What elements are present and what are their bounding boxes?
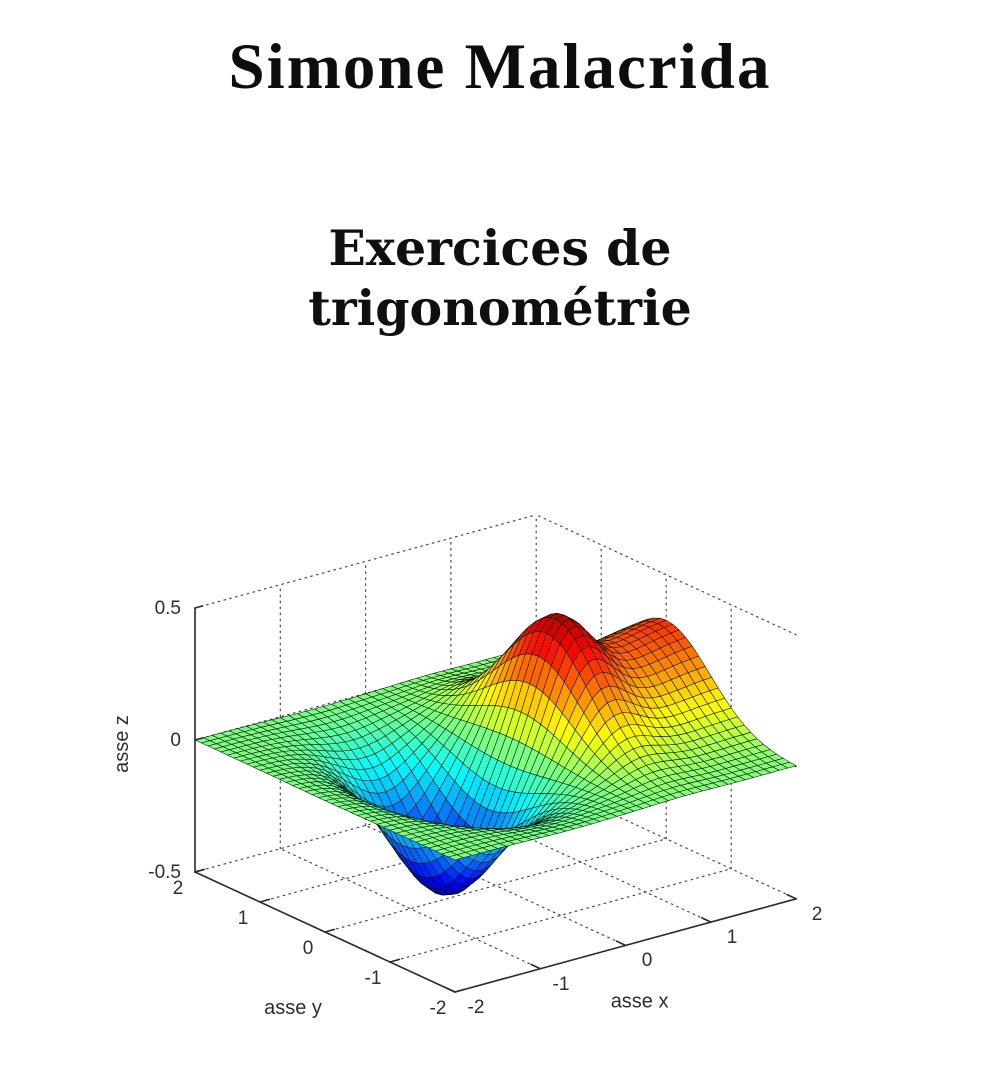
axis-labels: asse x asse y asse z: [111, 715, 669, 1019]
svg-text:-2: -2: [430, 998, 447, 1019]
svg-text:0: 0: [170, 730, 181, 751]
svg-text:1: 1: [238, 908, 249, 929]
x-axis-label: asse x: [611, 990, 669, 1012]
author-name: Simone Malacrida: [228, 31, 772, 103]
svg-text:-1: -1: [553, 974, 570, 995]
surface-mesh: [194, 613, 797, 896]
svg-text:1: 1: [727, 927, 738, 948]
svg-text:-0.5: -0.5: [148, 862, 181, 883]
book-title: Exercices de trigonométrie: [308, 219, 692, 337]
axes: [194, 605, 798, 993]
z-axis-label: asse z: [111, 715, 133, 773]
svg-text:2: 2: [173, 878, 184, 899]
svg-text:-1: -1: [365, 968, 382, 989]
y-axis-label: asse y: [264, 997, 322, 1019]
svg-text:-2: -2: [468, 997, 485, 1018]
svg-text:2: 2: [812, 904, 823, 925]
svg-text:0: 0: [642, 950, 653, 971]
svg-text:0: 0: [303, 938, 314, 959]
svg-text:0.5: 0.5: [155, 598, 181, 619]
